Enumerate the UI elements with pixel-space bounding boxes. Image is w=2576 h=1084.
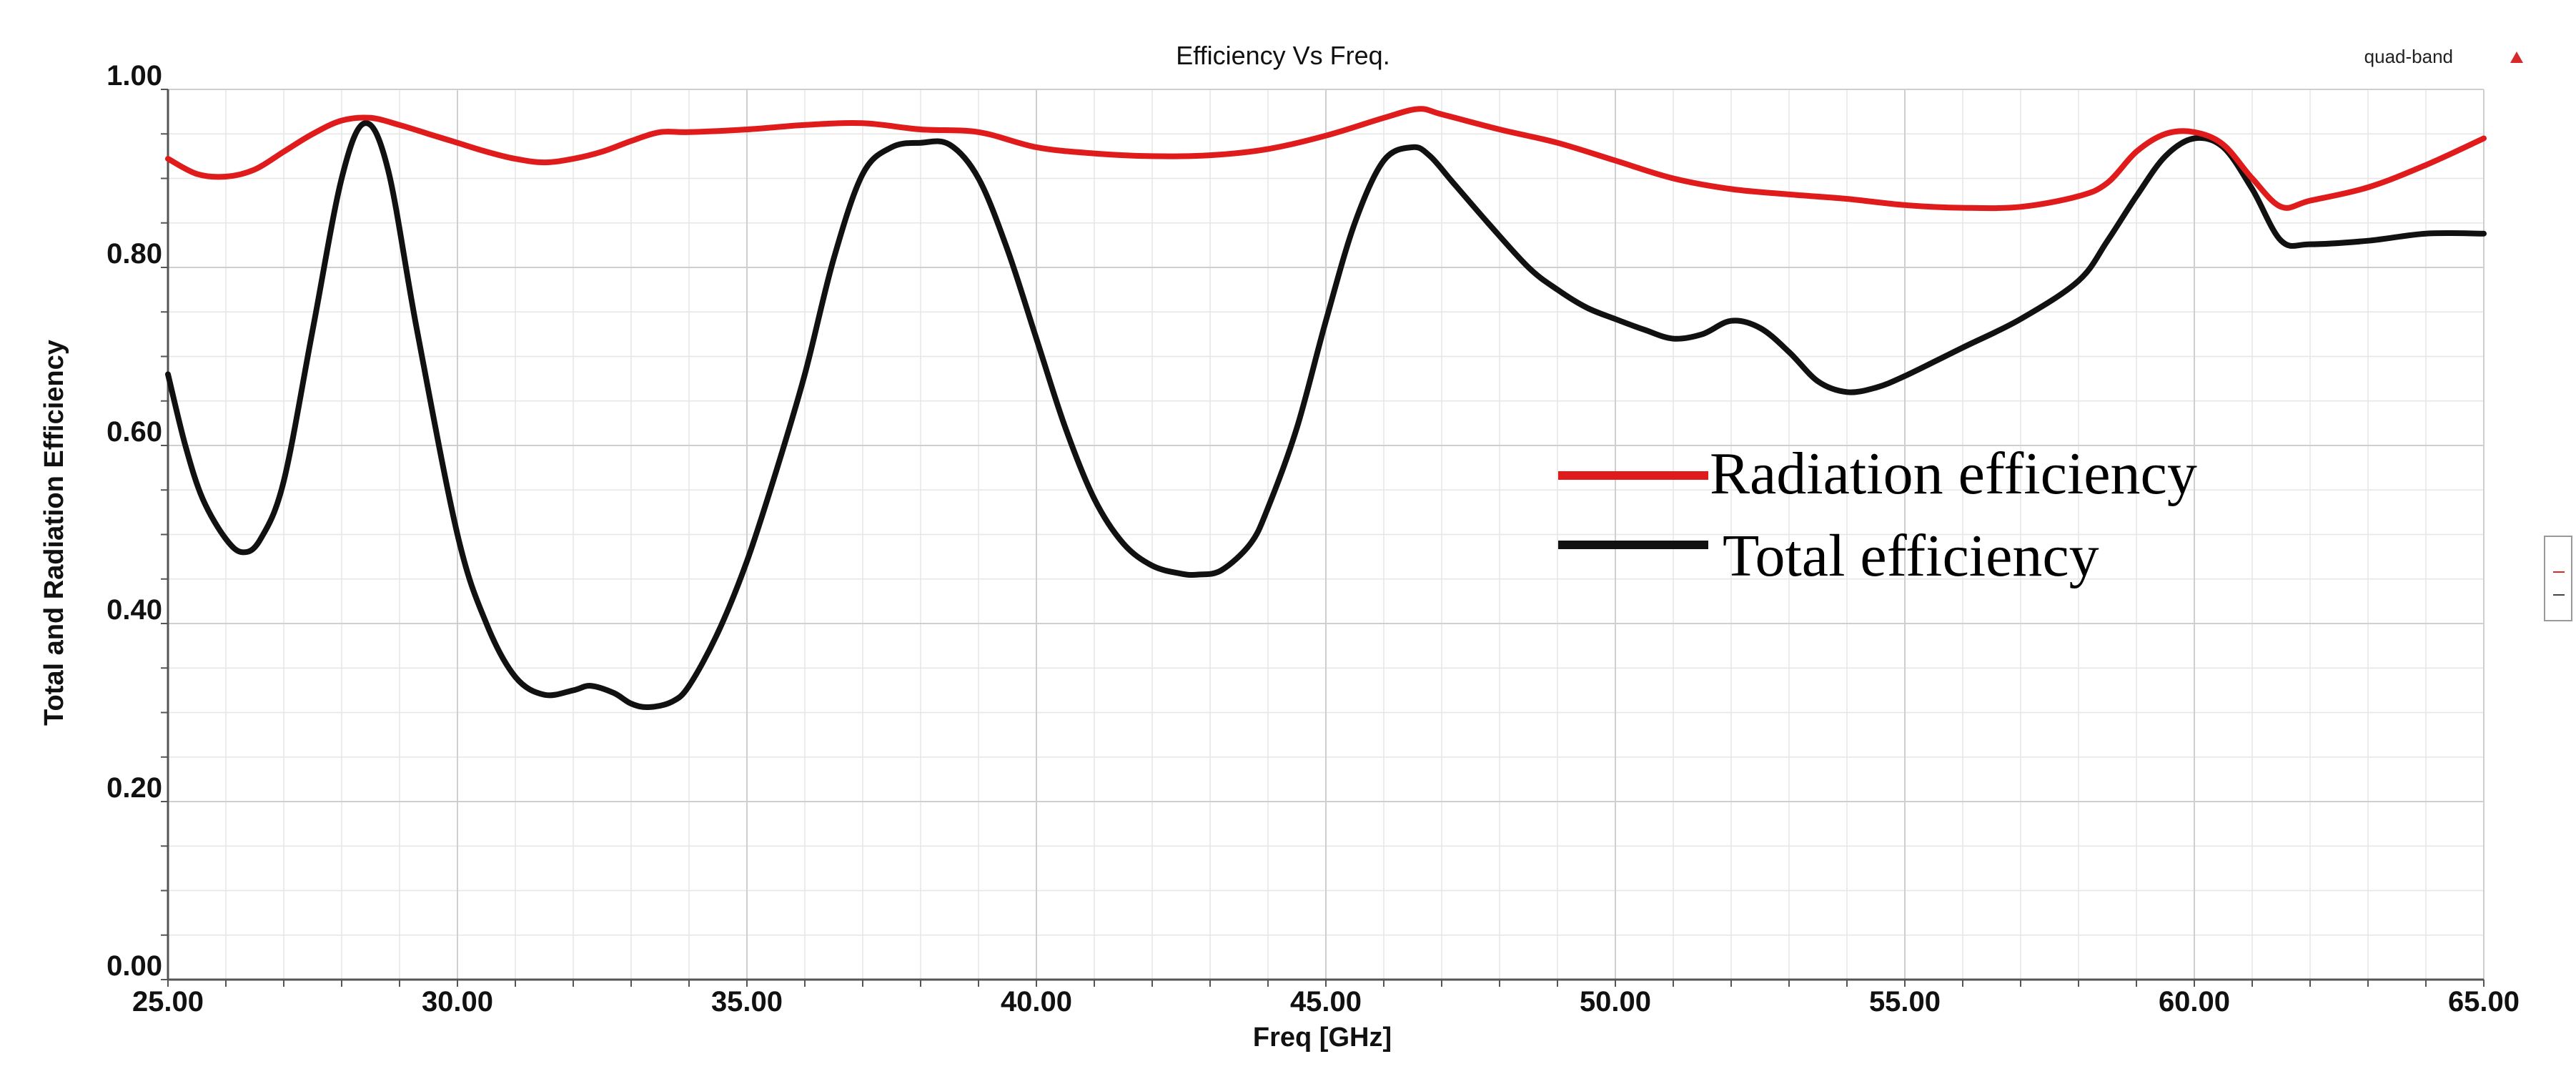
side-handle-box[interactable]: [2544, 536, 2572, 621]
y-tick-label: 0.80: [106, 238, 162, 270]
side-handle[interactable]: [2544, 536, 2572, 621]
x-tick-label: 45.00: [1290, 986, 1362, 1018]
series-line-radiation-efficiency: [165, 106, 2487, 212]
x-tick-label: 35.00: [711, 986, 783, 1018]
x-tick-label: 55.00: [1869, 986, 1941, 1018]
x-axis-label: Freq [GHz]: [1253, 1023, 1392, 1053]
legend: Radiation efficiency Total efficiency: [1558, 440, 2197, 589]
y-tick-label: 0.60: [106, 416, 162, 448]
x-tick-label: 30.00: [422, 986, 493, 1018]
axes-layer: [161, 89, 2485, 987]
y-tick-label: 0.40: [106, 594, 162, 626]
x-tick-label: 40.00: [1001, 986, 1072, 1018]
series-line-total-efficiency: [165, 120, 2487, 711]
legend-label-total: Total efficiency: [1723, 523, 2099, 589]
y-tick-label: 0.20: [106, 772, 162, 804]
x-tick-label: 60.00: [2159, 986, 2230, 1018]
triangle-up-icon[interactable]: [2510, 51, 2523, 63]
x-tick-label: 65.00: [2448, 986, 2520, 1018]
y-tick-label: 1.00: [106, 60, 162, 92]
y-axis-label: Total and Radiation Efficiency: [39, 340, 69, 726]
series-layer: [165, 106, 2487, 711]
tick-label-layer: 0.00 0.20 0.40 0.60 0.80 1.00 25.00 30.00 35.00 4…: [106, 60, 2520, 1018]
y-tick-label: 0.00: [106, 950, 162, 982]
x-tick-label: 25.00: [132, 986, 204, 1018]
chart-title: Efficiency Vs Freq.: [1176, 41, 1389, 70]
grid-layer: [167, 89, 2485, 980]
project-tag[interactable]: quad-band: [2364, 46, 2453, 67]
x-tick-label: 50.00: [1580, 986, 1651, 1018]
legend-label-radiation: Radiation efficiency: [1710, 440, 2197, 507]
